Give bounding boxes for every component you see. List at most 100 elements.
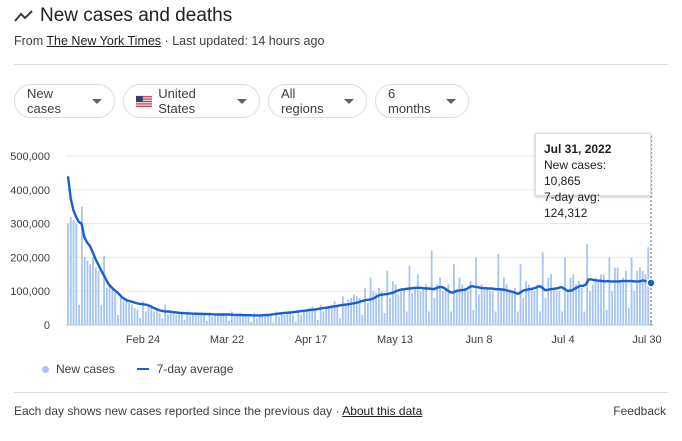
chart-bar — [516, 311, 519, 325]
chart-bar — [614, 267, 616, 325]
chart-bar — [422, 287, 425, 325]
chart-bar — [67, 223, 69, 325]
chart-bar — [325, 308, 328, 325]
chart-bar — [305, 311, 308, 325]
metric-dropdown[interactable]: New cases — [14, 84, 115, 118]
top-divider — [14, 64, 668, 65]
chart-bar — [447, 284, 450, 325]
cases-chart[interactable]: 500,000 400,000 300,000 200,000 100,000 0 Feb … — [0, 130, 682, 352]
chart-bar — [269, 314, 272, 325]
chart-bar — [355, 296, 358, 325]
chevron-down-icon — [446, 98, 456, 104]
chart-bar — [233, 316, 236, 325]
chart-bar — [136, 309, 139, 325]
chart-bar — [547, 277, 550, 325]
x-tick-label: Jul 30 — [632, 334, 661, 346]
chart-bar — [633, 291, 636, 325]
chart-bar — [350, 297, 353, 325]
chart-bar — [178, 313, 180, 325]
chart-axes: 500,000 400,000 300,000 200,000 100,000 0 Feb … — [10, 151, 661, 346]
chart-bar — [316, 319, 319, 325]
x-tick-label: Apr 17 — [295, 334, 327, 346]
chart-legend: New cases 7-day average — [42, 362, 233, 376]
chart-bar — [439, 277, 441, 325]
chart-bar — [505, 284, 508, 325]
x-tick-label: Jun 8 — [466, 334, 493, 346]
feedback-link[interactable]: Feedback — [613, 404, 666, 418]
source-link[interactable]: The New York Times — [46, 34, 162, 48]
chart-bar — [255, 318, 258, 325]
chart-bar — [186, 311, 189, 325]
chart-bar — [480, 284, 483, 325]
average-line — [66, 176, 652, 317]
chart-bar — [258, 316, 261, 325]
chart-bar — [589, 291, 591, 325]
chart-bar — [539, 311, 541, 325]
chart-bar — [291, 314, 294, 325]
chart-bar — [544, 297, 547, 325]
chart-bar — [336, 304, 339, 325]
chart-bar — [153, 311, 155, 325]
chart-bar — [144, 311, 147, 325]
chart-bar — [111, 287, 114, 325]
chart-bar — [147, 306, 150, 325]
x-tick-label: Feb 24 — [126, 334, 160, 346]
chart-bar — [569, 277, 572, 325]
chart-bar — [561, 311, 564, 325]
chart-bar — [369, 277, 372, 325]
footer-text: Each day shows new cases reported since … — [14, 404, 333, 418]
chart-bar — [208, 312, 211, 325]
chart-bar — [222, 313, 225, 325]
chart-bar — [552, 287, 555, 325]
chart-bar — [311, 306, 314, 325]
chart-bar — [564, 257, 566, 325]
country-dropdown-label: United States — [158, 86, 196, 116]
chart-bar — [469, 281, 472, 325]
chart-bar — [164, 304, 167, 325]
chart-bar — [483, 287, 486, 325]
chart-bar — [641, 270, 644, 325]
chart-bar — [183, 319, 186, 325]
chart-bar — [103, 255, 105, 325]
y-tick-label: 300,000 — [10, 219, 50, 231]
chart-bar — [125, 297, 128, 325]
chart-bar — [444, 287, 447, 325]
chart-bar — [394, 284, 397, 325]
chart-bar — [128, 303, 130, 325]
chart-bar — [194, 312, 197, 325]
chart-bar — [494, 311, 497, 325]
chart-bar — [341, 296, 344, 325]
chart-bar — [261, 314, 264, 325]
chart-bar — [197, 314, 200, 325]
chevron-down-icon — [237, 98, 247, 104]
chart-bar — [97, 270, 100, 325]
source-separator: · — [164, 34, 169, 48]
chart-bar — [353, 294, 355, 325]
chart-bar — [597, 281, 600, 325]
chart-bar — [236, 314, 239, 325]
chart-bar — [572, 274, 575, 325]
chart-bar — [169, 313, 172, 325]
chart-bar — [217, 314, 219, 325]
chart-bar — [366, 303, 369, 325]
hover-point — [646, 278, 656, 288]
chart-bar — [105, 287, 108, 325]
country-dropdown[interactable]: United States — [123, 84, 260, 118]
chart-bar — [452, 264, 455, 325]
chart-bar — [533, 291, 536, 325]
card-header: New cases and deaths — [14, 4, 232, 28]
chart-bar — [72, 220, 75, 325]
range-dropdown[interactable]: 6 months — [375, 84, 469, 118]
chart-bar — [228, 320, 230, 325]
chart-bar — [594, 277, 597, 325]
region-dropdown[interactable]: All regions — [268, 84, 367, 118]
chart-bar — [328, 306, 330, 325]
chart-bar — [119, 294, 122, 325]
chevron-down-icon — [344, 98, 354, 104]
chart-bar — [519, 264, 522, 325]
chart-bar — [86, 260, 89, 325]
about-data-link[interactable]: About this data — [342, 404, 423, 418]
chart-bar — [122, 301, 125, 325]
chart-bar — [150, 304, 153, 325]
trending-icon — [14, 10, 33, 22]
